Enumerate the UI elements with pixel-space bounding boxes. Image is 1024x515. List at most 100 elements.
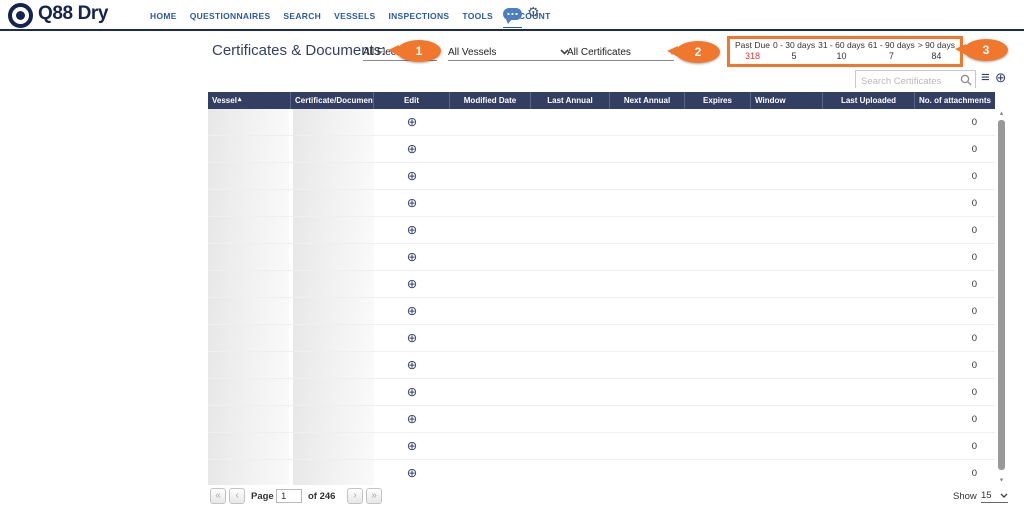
last-annual-cell (531, 352, 610, 378)
q88-logo-icon[interactable] (8, 3, 33, 28)
last-uploaded-cell (823, 271, 915, 297)
search-input[interactable] (856, 73, 975, 90)
add-attachment-icon[interactable]: ⊕ (406, 330, 418, 345)
last-uploaded-cell (823, 460, 915, 485)
add-attachment-icon[interactable]: ⊕ (406, 303, 418, 318)
annotation-marker-3: 3 (955, 39, 1008, 61)
nav-item-search[interactable]: SEARCH (283, 10, 322, 21)
table-row[interactable]: ⊕ 0 (208, 163, 995, 190)
nav-item-home[interactable]: HOME (150, 10, 177, 21)
table-row[interactable]: ⊕ 0 (208, 460, 995, 485)
first-page-button[interactable]: « (210, 488, 226, 504)
attachments-count-cell: 0 (971, 116, 977, 128)
table-row[interactable]: ⊕ 0 (208, 406, 995, 433)
vessel-filter-dropdown[interactable]: All Vessels (448, 44, 569, 61)
nav-item-inspections[interactable]: INSPECTIONS (388, 10, 450, 21)
column-header-last-annual[interactable]: Last Annual (531, 92, 610, 109)
add-attachment-icon[interactable]: ⊕ (406, 114, 418, 129)
column-header-modified-date[interactable]: Modified Date (450, 92, 531, 109)
column-header-last-uploaded[interactable]: Last Uploaded (823, 92, 915, 109)
add-attachment-icon[interactable]: ⊕ (406, 168, 418, 183)
attachments-count-cell: 0 (971, 278, 977, 290)
nav-item-account[interactable]: ACCOUNT (505, 10, 551, 21)
top-navbar: Q88 Dry HOME QUESTIONNAIRES SEARCH VESSE… (0, 0, 1024, 31)
add-attachment-icon[interactable]: ⊕ (406, 411, 418, 426)
add-attachment-icon[interactable]: ⊕ (406, 222, 418, 237)
attachments-count-cell: 0 (971, 359, 977, 371)
last-page-button[interactable]: » (366, 488, 382, 504)
certificate-cell-redacted (291, 163, 374, 189)
column-header-vessel[interactable]: Vessel ▴ (208, 92, 291, 109)
table-row[interactable]: ⊕ 0 (208, 271, 995, 298)
table-row[interactable]: ⊕ 0 (208, 352, 995, 379)
scrollbar-thumb[interactable] (998, 120, 1005, 470)
expires-cell (685, 109, 751, 135)
next-annual-cell (610, 406, 685, 432)
column-header-expires[interactable]: Expires (685, 92, 751, 109)
brand-title[interactable]: Q88 Dry (38, 3, 109, 24)
table-row[interactable]: ⊕ 0 (208, 217, 995, 244)
column-header-window[interactable]: Window (751, 92, 823, 109)
edit-cell: ⊕ (374, 271, 450, 297)
add-certificate-icon[interactable]: ⊕ (995, 70, 1007, 85)
modified-date-cell (450, 244, 531, 270)
page-size-label: Show (953, 491, 977, 502)
vessel-cell-redacted (208, 379, 291, 405)
column-header-next-annual[interactable]: Next Annual (610, 92, 685, 109)
add-attachment-icon[interactable]: ⊕ (406, 141, 418, 156)
summary-31-60-days[interactable]: 31 - 60 days 10 (818, 40, 865, 62)
next-annual-cell (610, 352, 685, 378)
nav-item-vessels[interactable]: VESSELS (334, 10, 376, 21)
add-attachment-icon[interactable]: ⊕ (406, 195, 418, 210)
vessel-cell-redacted (208, 217, 291, 243)
page-size-dropdown[interactable]: 15 (981, 488, 1008, 503)
next-page-button[interactable]: › (347, 488, 363, 504)
nav-item-questionnaires[interactable]: QUESTIONNAIRES (189, 10, 271, 21)
attachments-count-cell: 0 (971, 170, 977, 182)
summary-0-30-days[interactable]: 0 - 30 days 5 (773, 40, 816, 62)
column-header-no-of-attachments[interactable]: No. of attachments (918, 96, 991, 105)
nav-item-tools[interactable]: TOOLS (462, 10, 493, 21)
page-number-input[interactable] (276, 489, 302, 503)
add-attachment-icon[interactable]: ⊕ (406, 465, 418, 480)
add-attachment-icon[interactable]: ⊕ (406, 249, 418, 264)
gear-icon[interactable]: ⚙ (527, 4, 540, 20)
summary-over-90-days[interactable]: > 90 days 84 (917, 40, 955, 62)
add-attachment-icon[interactable]: ⊕ (406, 357, 418, 372)
add-attachment-icon[interactable]: ⊕ (406, 276, 418, 291)
add-attachment-icon[interactable]: ⊕ (406, 384, 418, 399)
next-annual-cell (610, 298, 685, 324)
prev-page-button[interactable]: ‹ (229, 488, 245, 504)
certificate-filter-dropdown[interactable]: All Certificates ▾ (567, 44, 674, 61)
scroll-down-icon[interactable]: ▾ (999, 477, 1004, 484)
summary-past-due[interactable]: Past Due 318 (735, 40, 770, 62)
chat-icon[interactable] (503, 8, 522, 28)
last-uploaded-cell (823, 217, 915, 243)
window-cell (751, 325, 823, 351)
modified-date-cell (450, 190, 531, 216)
column-header-certificate-document[interactable]: Certificate/Document (291, 92, 374, 109)
table-row[interactable]: ⊕ 0 (208, 109, 995, 136)
chevron-down-icon (560, 49, 569, 55)
table-row[interactable]: ⊕ 0 (208, 433, 995, 460)
modified-date-cell (450, 163, 531, 189)
next-annual-cell (610, 379, 685, 405)
scroll-up-icon[interactable]: ▴ (999, 110, 1004, 117)
table-row[interactable]: ⊕ 0 (208, 244, 995, 271)
table-row[interactable]: ⊕ 0 (208, 136, 995, 163)
add-attachment-icon[interactable]: ⊕ (406, 438, 418, 453)
table-row[interactable]: ⊕ 0 (208, 298, 995, 325)
grid-menu-icon[interactable]: ≡ (981, 69, 990, 86)
edit-cell: ⊕ (374, 433, 450, 459)
table-row[interactable]: ⊕ 0 (208, 325, 995, 352)
last-annual-cell (531, 109, 610, 135)
table-row[interactable]: ⊕ 0 (208, 190, 995, 217)
edit-cell: ⊕ (374, 325, 450, 351)
next-annual-cell (610, 460, 685, 485)
edit-cell: ⊕ (374, 244, 450, 270)
column-header-edit[interactable]: Edit (374, 92, 450, 109)
search-icon[interactable] (960, 73, 972, 91)
last-uploaded-cell (823, 109, 915, 135)
table-row[interactable]: ⊕ 0 (208, 379, 995, 406)
summary-61-90-days[interactable]: 61 - 90 days 7 (868, 40, 915, 62)
